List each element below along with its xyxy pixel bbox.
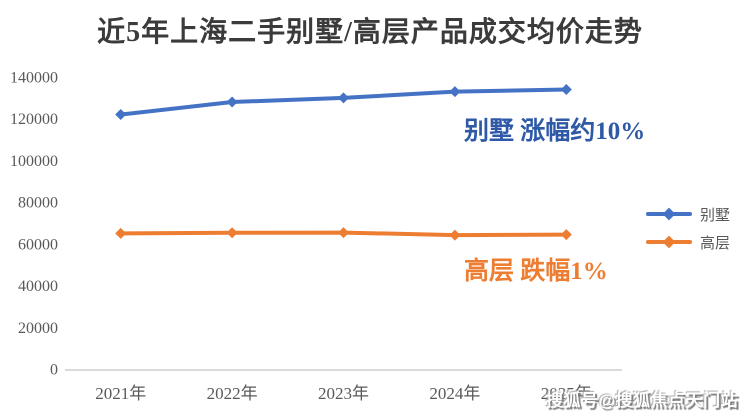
x-axis-tick-label: 2023年	[318, 384, 369, 403]
legend-label-villa: 别墅	[700, 207, 731, 224]
villa-point	[338, 92, 349, 104]
y-axis-tick-label: 40000	[18, 278, 58, 295]
x-axis-tick-label: 2025年	[541, 384, 592, 403]
y-axis-tick-label: 0	[50, 362, 58, 379]
highrise-point	[115, 227, 127, 239]
legend-item-villa: 别墅	[646, 205, 731, 224]
villa-series-icon	[646, 212, 692, 216]
highrise-point	[560, 229, 572, 241]
highrise-point	[449, 229, 461, 241]
highrise-annotation: 高层 跌幅1%	[464, 258, 608, 285]
y-axis-tick-label: 140000	[10, 70, 58, 87]
villa-point	[226, 96, 238, 108]
x-axis-tick-label: 2022年	[207, 384, 258, 403]
y-axis-tick-label: 60000	[18, 236, 58, 253]
legend: 别墅 高层	[646, 205, 731, 252]
chart-title: 近5年上海二手别墅/高层产品成交均价走势	[97, 17, 643, 48]
sohu-watermark: 搜狐号@搜狐焦点天门站	[545, 391, 738, 410]
villa-annotation: 别墅 涨幅约10%	[464, 118, 646, 145]
legend-item-highrise: 高层	[646, 233, 731, 252]
highrise-series-icon	[646, 240, 692, 244]
x-axis-tick-label: 2021年	[95, 384, 146, 403]
villa-point	[560, 84, 572, 96]
x-axis-tick-label: 2024年	[429, 384, 480, 403]
y-axis-tick-label: 100000	[10, 153, 58, 170]
villa-point	[115, 109, 127, 121]
villa-point	[449, 86, 461, 98]
highrise-point	[338, 227, 349, 239]
y-axis-tick-label: 120000	[10, 111, 58, 128]
y-axis-tick-label: 20000	[18, 320, 58, 337]
legend-label-highrise: 高层	[700, 235, 731, 252]
highrise-point	[226, 227, 238, 239]
y-axis-tick-label: 80000	[18, 195, 58, 212]
